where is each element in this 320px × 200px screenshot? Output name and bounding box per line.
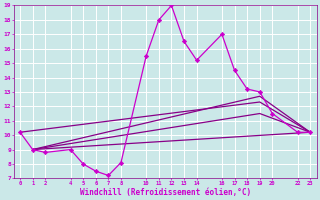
X-axis label: Windchill (Refroidissement éolien,°C): Windchill (Refroidissement éolien,°C) <box>80 188 251 197</box>
